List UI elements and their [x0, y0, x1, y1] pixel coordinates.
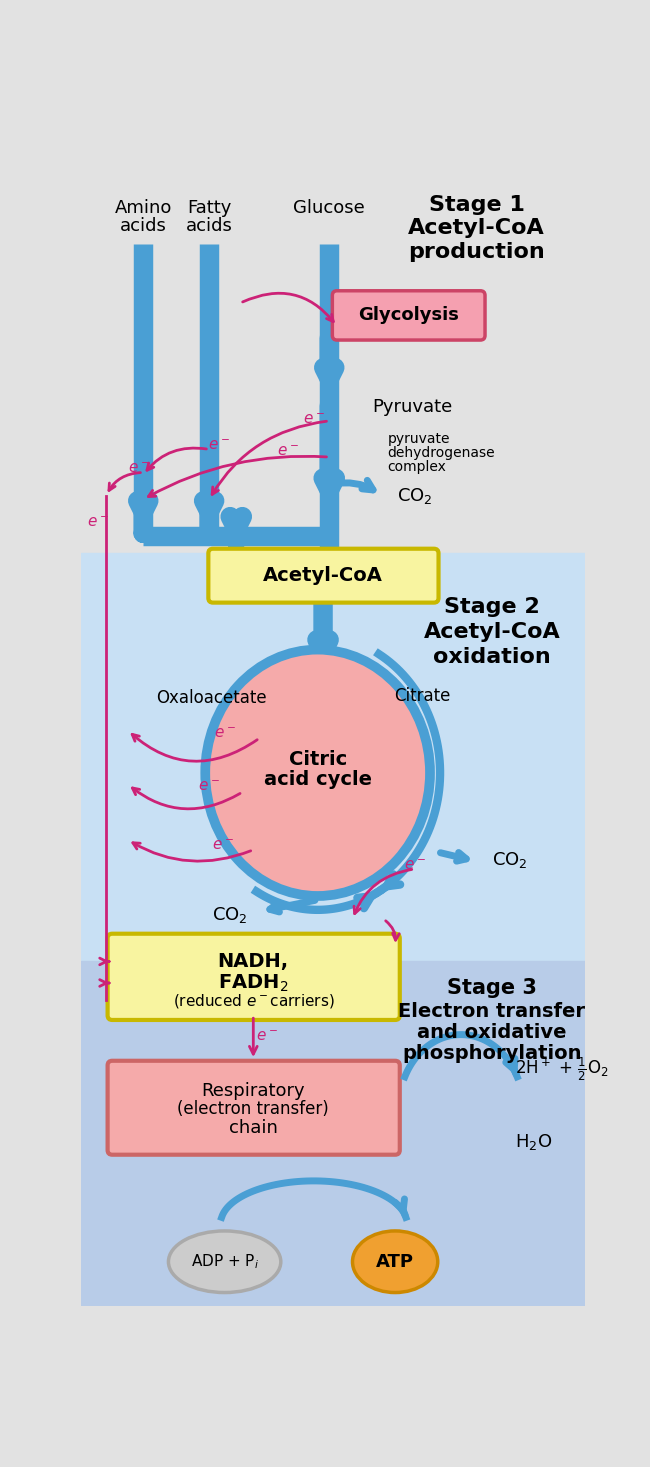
- Text: acids: acids: [186, 217, 233, 235]
- Text: Electron transfer: Electron transfer: [398, 1002, 586, 1021]
- Text: pyruvate: pyruvate: [387, 433, 450, 446]
- Text: oxidation: oxidation: [433, 647, 551, 666]
- Text: $e^-$: $e^-$: [198, 779, 220, 794]
- Text: Stage 3: Stage 3: [447, 978, 537, 999]
- Text: and oxidative: and oxidative: [417, 1022, 567, 1042]
- Text: $e^-$: $e^-$: [256, 1030, 278, 1045]
- Text: (reduced $e^-$carriers): (reduced $e^-$carriers): [172, 993, 334, 1011]
- Text: Pyruvate: Pyruvate: [372, 398, 452, 417]
- Bar: [81, 961, 585, 1306]
- Text: $e^-$: $e^-$: [214, 726, 235, 741]
- FancyBboxPatch shape: [108, 1061, 400, 1155]
- Text: $e^-$: $e^-$: [404, 858, 426, 873]
- Text: NADH,: NADH,: [218, 952, 289, 971]
- Text: $e^-$: $e^-$: [212, 839, 234, 854]
- Text: ATP: ATP: [376, 1253, 414, 1270]
- Text: CO$_2$: CO$_2$: [212, 905, 248, 926]
- Ellipse shape: [352, 1231, 437, 1292]
- FancyBboxPatch shape: [332, 290, 485, 340]
- Bar: [81, 553, 585, 961]
- Text: phosphorylation: phosphorylation: [402, 1043, 582, 1062]
- Text: acid cycle: acid cycle: [264, 770, 372, 789]
- Text: Amino: Amino: [114, 200, 172, 217]
- Text: Oxaloacetate: Oxaloacetate: [156, 689, 266, 707]
- Text: (electron transfer): (electron transfer): [177, 1100, 329, 1118]
- Text: Stage 1: Stage 1: [428, 195, 525, 216]
- Text: $e^-$: $e^-$: [129, 461, 150, 477]
- Text: Glucose: Glucose: [293, 200, 365, 217]
- Text: complex: complex: [387, 461, 447, 474]
- Text: $e^-$: $e^-$: [87, 515, 109, 530]
- Text: CO$_2$: CO$_2$: [492, 849, 528, 870]
- Text: acids: acids: [120, 217, 166, 235]
- Text: $e^-$: $e^-$: [277, 445, 299, 459]
- Text: Acetyl-CoA: Acetyl-CoA: [424, 622, 560, 643]
- Text: $e^-$: $e^-$: [303, 412, 325, 427]
- Text: dehydrogenase: dehydrogenase: [387, 446, 495, 461]
- Text: production: production: [408, 242, 545, 261]
- Ellipse shape: [205, 650, 430, 896]
- Text: Acetyl-CoA: Acetyl-CoA: [408, 219, 545, 239]
- Text: Stage 2: Stage 2: [444, 597, 540, 618]
- Text: Citric: Citric: [289, 750, 346, 769]
- Text: $e^-$: $e^-$: [208, 439, 230, 453]
- Text: Glycolysis: Glycolysis: [358, 307, 459, 324]
- Text: CO$_2$: CO$_2$: [397, 486, 433, 506]
- Text: FADH$_2$: FADH$_2$: [218, 973, 289, 993]
- Text: H$_2$O: H$_2$O: [515, 1133, 552, 1153]
- Text: Acetyl-CoA: Acetyl-CoA: [263, 566, 383, 585]
- FancyBboxPatch shape: [209, 549, 439, 603]
- Text: 2H$^+$ + $\frac{1}{2}$O$_2$: 2H$^+$ + $\frac{1}{2}$O$_2$: [515, 1056, 609, 1083]
- Text: ADP + P$_i$: ADP + P$_i$: [190, 1253, 259, 1270]
- Bar: [81, 176, 585, 553]
- Text: chain: chain: [229, 1119, 278, 1137]
- Text: Citrate: Citrate: [394, 687, 450, 704]
- Text: Fatty: Fatty: [187, 200, 231, 217]
- Ellipse shape: [168, 1231, 281, 1292]
- Text: Respiratory: Respiratory: [202, 1081, 305, 1100]
- FancyBboxPatch shape: [108, 933, 400, 1020]
